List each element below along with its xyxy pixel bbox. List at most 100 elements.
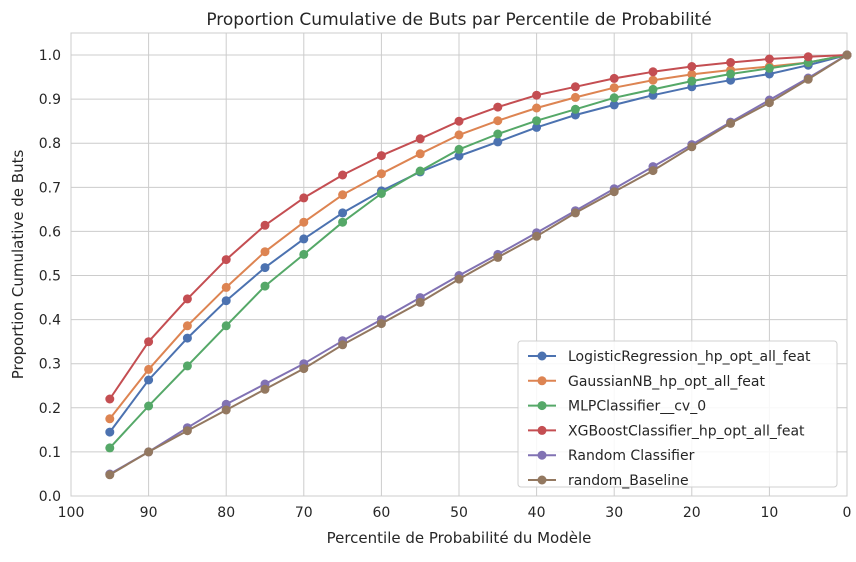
legend-marker [537, 376, 547, 386]
axis-ticks: 100 90 80 70 60 50 40 30 20 10 00.00.10.20.30.40.5… [39, 48, 852, 521]
y-axis-label: Proportion Cumulative de Buts [9, 150, 27, 380]
y-tick-label: 0.8 [39, 136, 61, 152]
legend-item: XGBoostClassifier_hp_opt_all_feat [528, 423, 805, 439]
data-point [299, 234, 309, 244]
y-tick-label: 0.1 [39, 445, 61, 461]
data-point [415, 166, 425, 176]
data-point [260, 281, 270, 291]
data-point [687, 69, 697, 79]
legend-marker [537, 351, 547, 361]
legend-item: random_Baseline [528, 473, 689, 489]
data-point [182, 294, 192, 304]
x-tick-label: 70 [295, 505, 313, 521]
data-point [532, 116, 542, 126]
y-tick-label: 0.2 [39, 401, 61, 417]
data-point [221, 405, 231, 415]
data-point [221, 255, 231, 265]
y-tick-label: 0.6 [39, 224, 61, 240]
data-point [764, 98, 774, 108]
data-point [803, 52, 813, 62]
legend-label: XGBoostClassifier_hp_opt_all_feat [568, 423, 805, 439]
data-point [570, 104, 580, 114]
series-line [109, 54, 848, 449]
legend-item: GaussianNB_hp_opt_all_feat [528, 374, 765, 390]
data-point [182, 426, 192, 436]
data-point [299, 249, 309, 259]
data-point [376, 319, 386, 329]
data-point [532, 231, 542, 241]
y-tick-label: 0.5 [39, 269, 61, 285]
y-tick-label: 0.9 [39, 92, 61, 108]
data-point [454, 144, 464, 154]
data-point [105, 427, 115, 437]
data-point [105, 443, 115, 453]
legend-label: Random Classifier [568, 448, 695, 464]
legend-box [517, 340, 838, 488]
data-point [144, 364, 154, 374]
data-point [570, 82, 580, 92]
x-tick-label: 20 [683, 505, 701, 521]
data-point [105, 470, 115, 480]
data-point [105, 394, 115, 404]
data-point [221, 321, 231, 331]
data-point [532, 90, 542, 100]
data-point [454, 116, 464, 126]
data-point [260, 247, 270, 257]
data-point [454, 130, 464, 140]
data-point [105, 414, 115, 424]
data-point [338, 170, 348, 180]
data-point [338, 217, 348, 227]
data-point [687, 62, 697, 71]
legend-item: LogisticRegression_hp_opt_all_feat [528, 349, 811, 365]
x-tick-label: 60 [372, 505, 390, 521]
data-point [260, 263, 270, 273]
data-point [454, 151, 464, 161]
data-point [376, 189, 386, 198]
x-tick-label: 10 [760, 505, 778, 521]
data-point [726, 75, 736, 85]
legend-marker [537, 450, 547, 460]
x-tick-label: 50 [450, 505, 468, 521]
data-point [570, 92, 580, 102]
data-point [260, 220, 270, 230]
data-point [609, 73, 619, 83]
series-layer [105, 50, 852, 480]
data-point [842, 50, 852, 60]
legend-item: MLPClassifier__cv_0 [528, 399, 706, 415]
series-XGBoostClassifier_hp_opt_all_feat [105, 50, 852, 404]
data-point [609, 187, 619, 197]
data-point [376, 169, 386, 179]
x-axis-label: Percentile de Probabilité du Modèle [327, 529, 592, 547]
data-point [260, 384, 270, 394]
data-point [144, 447, 154, 457]
data-point [182, 321, 192, 331]
data-point [570, 208, 580, 218]
data-point [493, 116, 503, 126]
data-point [493, 252, 503, 262]
data-point [144, 337, 154, 347]
x-tick-label: 80 [217, 505, 235, 521]
legend-marker [537, 425, 547, 435]
y-tick-label: 0.0 [39, 489, 61, 505]
data-point [648, 166, 658, 176]
legend-label: random_Baseline [568, 473, 689, 489]
legend-label: MLPClassifier__cv_0 [568, 399, 706, 415]
data-point [648, 67, 658, 77]
data-point [299, 193, 309, 203]
x-tick-label: 40 [528, 505, 546, 521]
x-tick-label: 90 [140, 505, 158, 521]
data-point [338, 208, 348, 218]
data-point [415, 149, 425, 159]
series-line [109, 54, 848, 475]
data-point [764, 54, 774, 64]
series-line [109, 54, 848, 420]
data-point [182, 333, 192, 343]
data-point [726, 58, 736, 67]
data-point [764, 63, 774, 73]
data-point [144, 375, 154, 385]
data-point [609, 100, 619, 110]
legend-label: GaussianNB_hp_opt_all_feat [568, 374, 765, 390]
data-point [299, 364, 309, 374]
y-tick-label: 1.0 [39, 48, 61, 64]
